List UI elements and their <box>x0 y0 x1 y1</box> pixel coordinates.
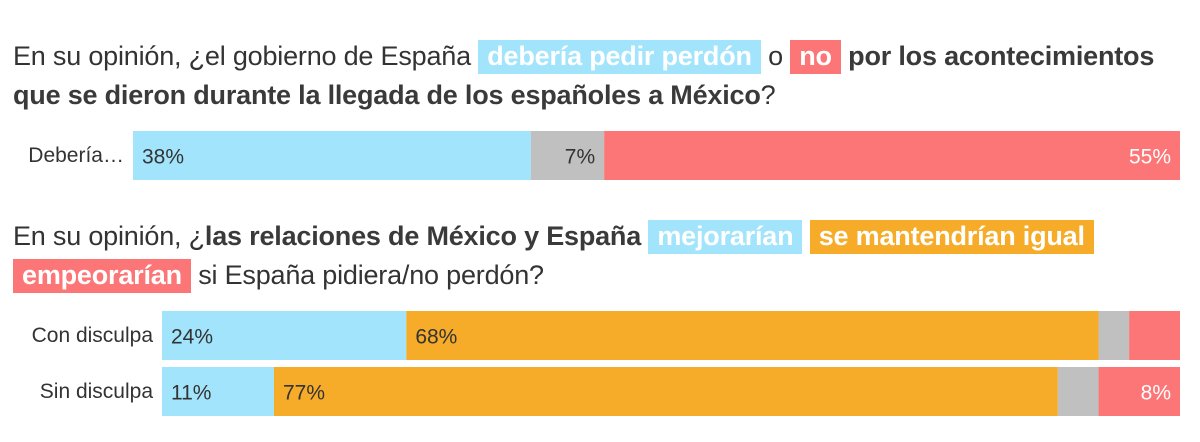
bar-segment-no-sabe-con-disculpa <box>1098 311 1130 360</box>
data-label: 68% <box>415 326 457 349</box>
bar-segment-debería-pedir-perdón-deber-a- <box>133 131 531 180</box>
bar-segment-se-mantendrían-igual-sin-disculpa <box>273 367 1058 416</box>
legend-empeorarian: empeorarían <box>13 259 191 293</box>
data-label: 8% <box>1141 382 1171 405</box>
chart-1-row-label: Debería… <box>28 144 124 167</box>
chart-2-row-label-con-disculpa: Con disculpa <box>31 324 153 347</box>
bar-segment-mejorarían-sin-disculpa <box>162 367 274 416</box>
data-label: 55% <box>1129 146 1171 169</box>
bar-segment-empeorarían-con-disculpa <box>1129 311 1180 360</box>
legend-deberia-pedir-perdon: debería pedir perdón <box>478 40 761 74</box>
data-label: 77% <box>283 382 325 405</box>
question-1-connector: o <box>768 41 783 71</box>
bar-segment-mejorarían-con-disculpa <box>162 311 407 360</box>
data-label: 38% <box>142 146 184 169</box>
chart-2-row-label-sin-disculpa: Sin disculpa <box>39 380 153 403</box>
data-label: 7% <box>565 146 595 169</box>
bar-segment-no-sabe-deber-a- <box>530 131 605 180</box>
bar-segment-no-deber-a- <box>604 131 1180 180</box>
question-2-bold-text: las relaciones de México y España <box>204 221 642 251</box>
data-label: 24% <box>171 326 213 349</box>
question-1-title: En su opinión, ¿el gobierno de España de… <box>13 37 1188 115</box>
question-1-prefix: En su opinión, ¿el gobierno de España <box>13 41 471 71</box>
question-1-bold-text: por los acontecimientos que se dieron du… <box>13 41 1155 110</box>
data-label: 11% <box>171 382 211 405</box>
bar-segment-se-mantendrían-igual-con-disculpa <box>406 311 1099 360</box>
legend-se-mantendrian-igual: se mantendrían igual <box>809 220 1094 254</box>
legend-mejorarian: mejorarían <box>648 220 803 254</box>
question-2-suffix: si España pidiera/no perdón? <box>198 260 544 290</box>
bar-segment-empeorarían-sin-disculpa <box>1098 367 1180 416</box>
question-2-title: En su opinión, ¿las relaciones de México… <box>13 217 1188 295</box>
question-2-prefix: En su opinión, ¿ <box>13 221 205 251</box>
question-1-suffix: ? <box>760 80 776 110</box>
legend-no: no <box>790 40 841 74</box>
bar-segment-no-sabe-sin-disculpa <box>1057 367 1099 416</box>
